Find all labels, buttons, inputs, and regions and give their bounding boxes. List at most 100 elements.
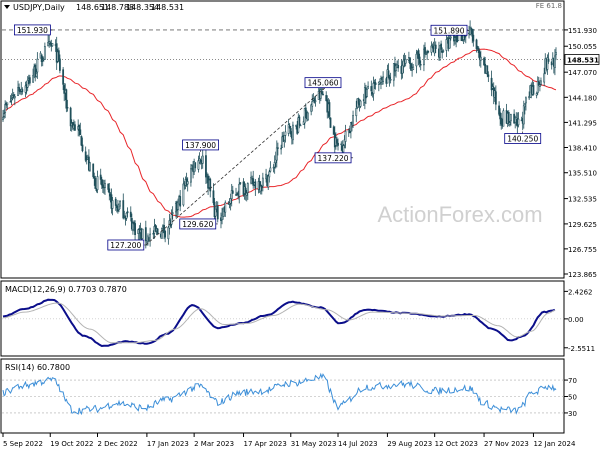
candle bbox=[440, 40, 443, 53]
annotation-box bbox=[304, 77, 342, 89]
candle-body bbox=[395, 65, 397, 71]
candle-body bbox=[475, 39, 478, 49]
candle-body bbox=[40, 54, 43, 62]
rsi-line bbox=[2, 372, 557, 416]
candle bbox=[40, 54, 43, 67]
candle bbox=[36, 52, 39, 79]
candle-body bbox=[21, 89, 24, 93]
candle bbox=[314, 95, 317, 107]
candle-body bbox=[472, 34, 475, 42]
candle-body bbox=[49, 42, 52, 45]
moving-average-line bbox=[2, 48, 557, 218]
candle-body bbox=[426, 52, 429, 55]
candle bbox=[18, 83, 21, 95]
candle-body bbox=[79, 129, 82, 136]
candle-body bbox=[543, 73, 546, 83]
candle bbox=[229, 193, 232, 211]
price-annotation: 151.890 bbox=[430, 24, 470, 36]
candle-body bbox=[535, 93, 538, 96]
candle bbox=[336, 136, 338, 147]
candle bbox=[26, 76, 29, 92]
candle bbox=[523, 103, 526, 115]
candle-body bbox=[409, 57, 411, 64]
candle bbox=[342, 143, 345, 153]
symbol-dropdown-icon[interactable] bbox=[4, 5, 10, 9]
candle bbox=[372, 76, 375, 101]
candle-body bbox=[107, 183, 110, 190]
candle bbox=[104, 179, 106, 195]
candle-body bbox=[94, 178, 97, 189]
price-annotation: 137.220 bbox=[314, 152, 354, 164]
candle-body bbox=[259, 185, 262, 192]
candle-body bbox=[108, 188, 111, 194]
candle-body bbox=[329, 117, 332, 128]
macd-line bbox=[2, 298, 556, 348]
candle bbox=[4, 100, 7, 119]
candle bbox=[273, 155, 276, 174]
candle bbox=[59, 54, 61, 74]
candle bbox=[477, 46, 480, 58]
candle-body bbox=[57, 50, 60, 61]
candle bbox=[66, 99, 69, 112]
candle-body bbox=[284, 131, 287, 136]
candle-body bbox=[314, 100, 317, 102]
candle bbox=[111, 196, 114, 216]
candle-body bbox=[487, 74, 490, 77]
candle-body bbox=[343, 139, 346, 146]
candle-body bbox=[228, 202, 231, 205]
candle-body bbox=[483, 57, 485, 66]
candle bbox=[179, 190, 182, 212]
candle-body bbox=[372, 82, 375, 94]
candle bbox=[343, 135, 346, 149]
candle-body bbox=[13, 96, 16, 99]
candle bbox=[366, 89, 368, 98]
candle-body bbox=[47, 42, 49, 47]
candle-body bbox=[380, 78, 382, 83]
candle-body bbox=[164, 230, 167, 238]
candle bbox=[81, 137, 84, 153]
candle-body bbox=[74, 124, 76, 131]
candle-body bbox=[404, 58, 407, 64]
candle bbox=[13, 94, 16, 106]
candle-body bbox=[190, 168, 192, 183]
candle-body bbox=[161, 227, 163, 239]
candle bbox=[303, 107, 306, 129]
price-panel-frame bbox=[0, 0, 565, 279]
candle-body bbox=[388, 76, 391, 80]
candle bbox=[536, 76, 539, 95]
price-tick-label: 144.180 bbox=[568, 94, 597, 102]
candle bbox=[298, 114, 301, 129]
candle bbox=[41, 56, 44, 67]
candle-body bbox=[214, 208, 217, 217]
candle-body bbox=[118, 204, 120, 211]
fibonacci-label: FE 61.8 bbox=[536, 2, 562, 10]
candle-body bbox=[401, 64, 404, 74]
candle bbox=[433, 38, 436, 57]
candle bbox=[167, 225, 170, 245]
candle-body bbox=[402, 59, 405, 67]
candle-body bbox=[250, 176, 252, 184]
candle-body bbox=[129, 211, 132, 218]
candle-body bbox=[423, 48, 425, 66]
candle-body bbox=[231, 190, 234, 194]
candle-body bbox=[494, 91, 497, 105]
candle-body bbox=[532, 85, 535, 95]
time-tick-label: 19 Oct 2022 bbox=[50, 440, 93, 448]
candle bbox=[479, 50, 482, 68]
candle bbox=[491, 83, 494, 90]
candle bbox=[427, 50, 430, 54]
candle-body bbox=[445, 39, 448, 51]
candle-body bbox=[26, 79, 29, 88]
candle-body bbox=[133, 221, 135, 225]
candle bbox=[510, 113, 512, 126]
candle bbox=[6, 102, 9, 110]
candle-body bbox=[122, 200, 125, 219]
candle-body bbox=[239, 182, 242, 184]
macd-tick-label: 2.4262 bbox=[568, 288, 593, 296]
candle-body bbox=[382, 76, 385, 82]
candle-body bbox=[194, 162, 197, 169]
annotation-label: 151.930 bbox=[17, 26, 48, 35]
candle bbox=[424, 42, 426, 58]
candle-body bbox=[336, 139, 338, 144]
candle bbox=[517, 112, 520, 128]
